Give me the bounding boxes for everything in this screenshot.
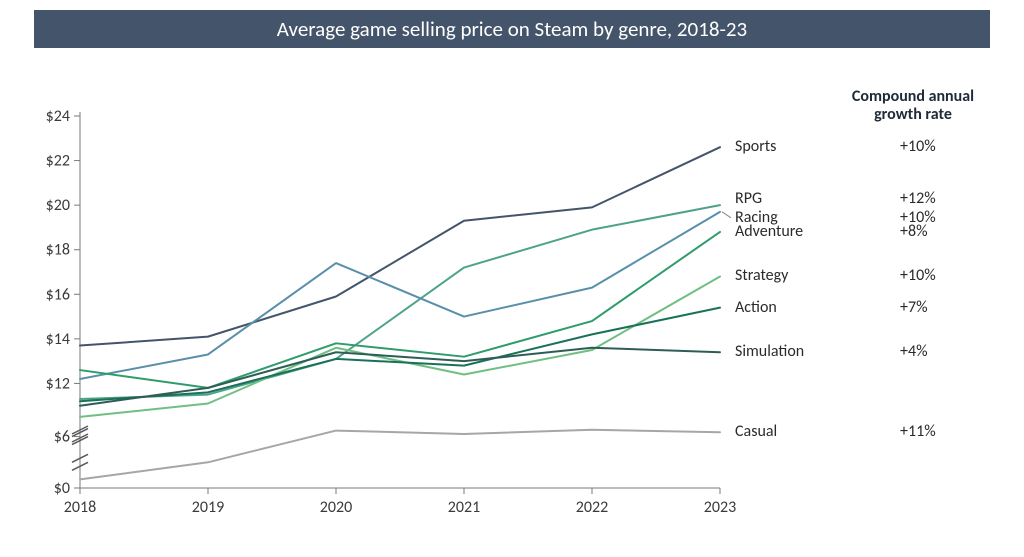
x-tick-label: 2020 [320, 498, 352, 517]
chart-title-bar: Average game selling price on Steam by g… [34, 10, 990, 48]
y-tick-label: $20 [46, 196, 70, 215]
series-label-rpg: RPG [735, 189, 762, 208]
series-line-sports [80, 147, 720, 345]
series-label-adventure: Adventure [735, 222, 803, 241]
x-tick-label: 2018 [64, 498, 96, 517]
cagr-value-sports: +10% [900, 137, 936, 156]
y-tick-label: $24 [46, 107, 70, 126]
series-label-sports: Sports [735, 137, 776, 156]
series-line-action [80, 308, 720, 402]
cagr-value-rpg: +12% [900, 189, 936, 208]
leader-line [722, 212, 731, 218]
cagr-header: Compound annual growth rate [828, 88, 998, 125]
x-tick-label: 2019 [192, 498, 224, 517]
y-tick-label: $16 [46, 285, 70, 304]
x-tick-label: 2023 [704, 498, 736, 517]
cagr-value-simulation: +4% [900, 342, 928, 361]
y-tick-label: $0 [54, 479, 70, 498]
chart-title: Average game selling price on Steam by g… [277, 16, 747, 42]
series-line-rpg [80, 205, 720, 399]
series-label-simulation: Simulation [735, 342, 804, 361]
y-tick-label: $14 [46, 330, 70, 349]
series-label-action: Action [735, 298, 777, 317]
series-line-simulation [80, 348, 720, 406]
cagr-value-action: +7% [900, 298, 928, 317]
x-tick-label: 2021 [448, 498, 480, 517]
series-line-casual [80, 430, 720, 480]
y-tick-label: $18 [46, 241, 70, 260]
x-tick-label: 2022 [576, 498, 608, 517]
y-tick-label: $22 [46, 152, 70, 171]
series-label-strategy: Strategy [735, 266, 788, 285]
series-line-racing [80, 212, 720, 379]
cagr-value-strategy: +10% [900, 266, 936, 285]
chart-stage: 2018 2019 2020 2021 2022 2023 $0 $6 $12 $14 $16 $18… [0, 48, 1024, 548]
series-line-adventure [80, 232, 720, 388]
cagr-value-adventure: +8% [900, 222, 928, 241]
cagr-value-casual: +11% [900, 422, 936, 441]
series-label-casual: Casual [735, 422, 777, 441]
y-tick-label: $6 [54, 428, 70, 447]
y-tick-label: $12 [46, 374, 70, 393]
